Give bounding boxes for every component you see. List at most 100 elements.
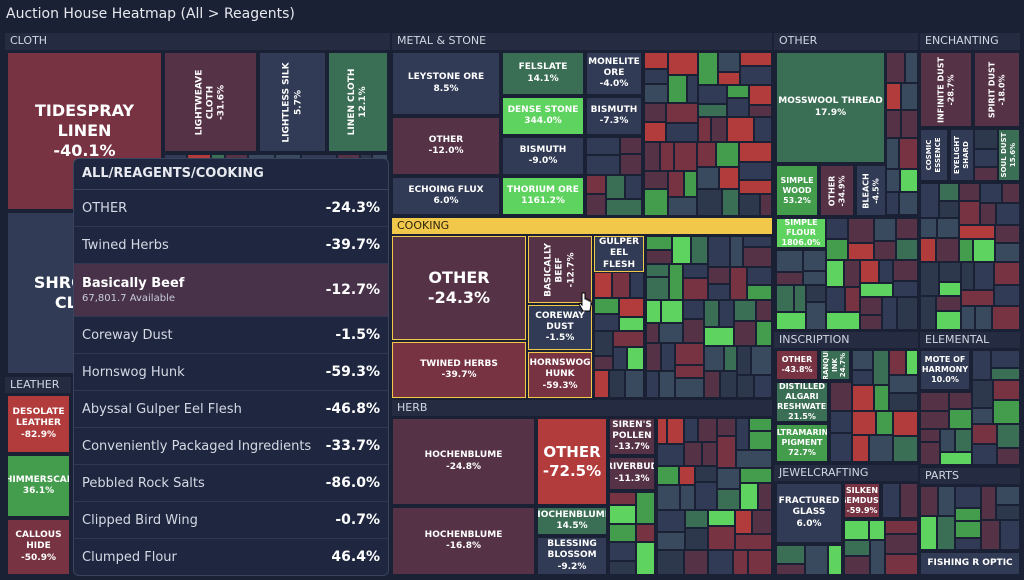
heat-tile (885, 520, 918, 534)
heat-tile (936, 238, 959, 262)
heat-tile (758, 483, 772, 510)
heat-tile (920, 486, 938, 516)
tile-label: LINEN CLOTH (346, 68, 357, 136)
tile-label: MOTE OF HARMONY (921, 355, 969, 374)
heat-tile (959, 183, 980, 201)
heat-tile (668, 52, 698, 75)
heat-tile (586, 137, 620, 155)
heat-tile (980, 183, 1002, 203)
heat-tile (657, 444, 684, 466)
heat-tile: FELSLATE 14.1% (502, 52, 584, 95)
heat-tile (906, 350, 918, 375)
heat-tile (901, 83, 918, 110)
heat-tile (899, 138, 918, 169)
heat-tile (991, 368, 1020, 380)
tile-label: BLEACH (861, 172, 870, 209)
heat-tile (869, 435, 893, 462)
heat-tile (708, 236, 730, 267)
tile-value: -9.0% (528, 156, 558, 166)
tile-value: 14.5% (556, 521, 588, 531)
heat-tile (644, 142, 660, 171)
heat-tile (586, 175, 606, 194)
tile-label: MONELITE ORE (588, 56, 640, 78)
tile-text: DISTILLED ALGARI FRESHWATER21.5% (777, 383, 827, 421)
tooltip-row: Coreway Dust -1.5% (74, 317, 388, 354)
heat-tile (860, 260, 879, 283)
heat-tile (848, 218, 874, 243)
tile-text: RIVERBUD-11.3% (610, 458, 654, 489)
heat-tile (739, 142, 772, 162)
heat-tile (695, 466, 717, 482)
heat-tile (698, 117, 711, 142)
heat-tile (748, 550, 772, 575)
heat-tile (747, 267, 772, 285)
heat-tile (697, 189, 722, 216)
tile-text: BLESSING BLOSSOM -9.2% (538, 538, 606, 574)
heat-tile (826, 312, 860, 330)
heat-tile (702, 442, 717, 466)
heat-tile (844, 556, 870, 575)
tile-value: 8.5% (433, 83, 459, 94)
heat-tile (994, 262, 1020, 285)
heat-tile (844, 260, 860, 287)
heat-tile (740, 66, 772, 85)
tile-value: -12.0% (428, 146, 464, 156)
heat-tile (959, 201, 980, 225)
heat-tile (885, 534, 918, 554)
heat-tile (886, 138, 899, 169)
row-name: Clipped Bird Wing (82, 512, 198, 528)
heat-tile (646, 264, 669, 277)
heat-tile (619, 317, 644, 331)
heat-tile: SOUL DUST 15.6% (998, 129, 1020, 181)
tile-value: -59.9% (846, 505, 878, 515)
tile-value: -16.8% (446, 541, 481, 551)
heat-tile (896, 239, 918, 260)
heat-tile (830, 433, 852, 462)
tile-text: FRACTURED GLASS 6.0% (777, 484, 841, 542)
section-header: COOKING (392, 218, 772, 234)
tile-label: SIMPLE WOOD (780, 175, 814, 195)
tile-label: ULTRAMARINE PIGMENT (776, 428, 828, 447)
heat-tile (698, 85, 727, 104)
heat-tile (737, 375, 754, 398)
tile-label: EYELIGHT SHARD (953, 135, 970, 175)
tile-text: SHIMMERSCALE36.1% (8, 456, 69, 516)
heat-tile (920, 296, 936, 330)
heat-tile (830, 382, 852, 411)
heat-tile (776, 312, 806, 330)
tile-label: GULPER EEL FLESH (598, 237, 640, 270)
tile-label: OTHER (428, 134, 464, 145)
heat-tile (606, 199, 642, 216)
heat-tile (886, 83, 901, 110)
heat-tile (644, 52, 668, 69)
heat-tile (879, 260, 893, 283)
tooltip-row: Abyssal Gulper Eel Flesh -46.8% (74, 391, 388, 428)
heat-tile: FRACTURED GLASS 6.0% (776, 483, 842, 543)
heat-tile: SPIRIT DUST -18.0% (974, 52, 1020, 127)
tooltip-row: Twined Herbs -39.7% (74, 227, 388, 264)
heat-tile (972, 444, 997, 465)
tile-label: FELSLATE (518, 62, 568, 73)
tile-value: -11.3% (614, 473, 650, 484)
heat-tile (749, 431, 772, 450)
heat-tile (826, 260, 844, 287)
heat-tile (848, 243, 874, 260)
row-left: OTHER (82, 201, 127, 216)
heat-tile: ECHOING FLUX 6.0% (392, 177, 500, 215)
tile-value: -4.0% (599, 79, 629, 90)
section-header: OTHER (774, 33, 918, 50)
heat-tile (876, 411, 893, 435)
heat-tile (716, 142, 739, 167)
tooltip-row: OTHER -24.3% (74, 190, 388, 227)
heat-tile (996, 203, 1020, 225)
heat-tile: BASICALLY BEEF -12.7% (528, 236, 592, 303)
heat-tile: SIMPLE FLOUR 1806.0% (776, 218, 826, 248)
heat-tile (936, 296, 961, 311)
tile-label: SIMPLE FLOUR (784, 218, 818, 237)
heat-tile (646, 371, 659, 398)
heat-tile (776, 272, 803, 285)
heat-tile (684, 418, 698, 442)
heat-tile (625, 175, 642, 199)
heat-tile (684, 550, 708, 575)
